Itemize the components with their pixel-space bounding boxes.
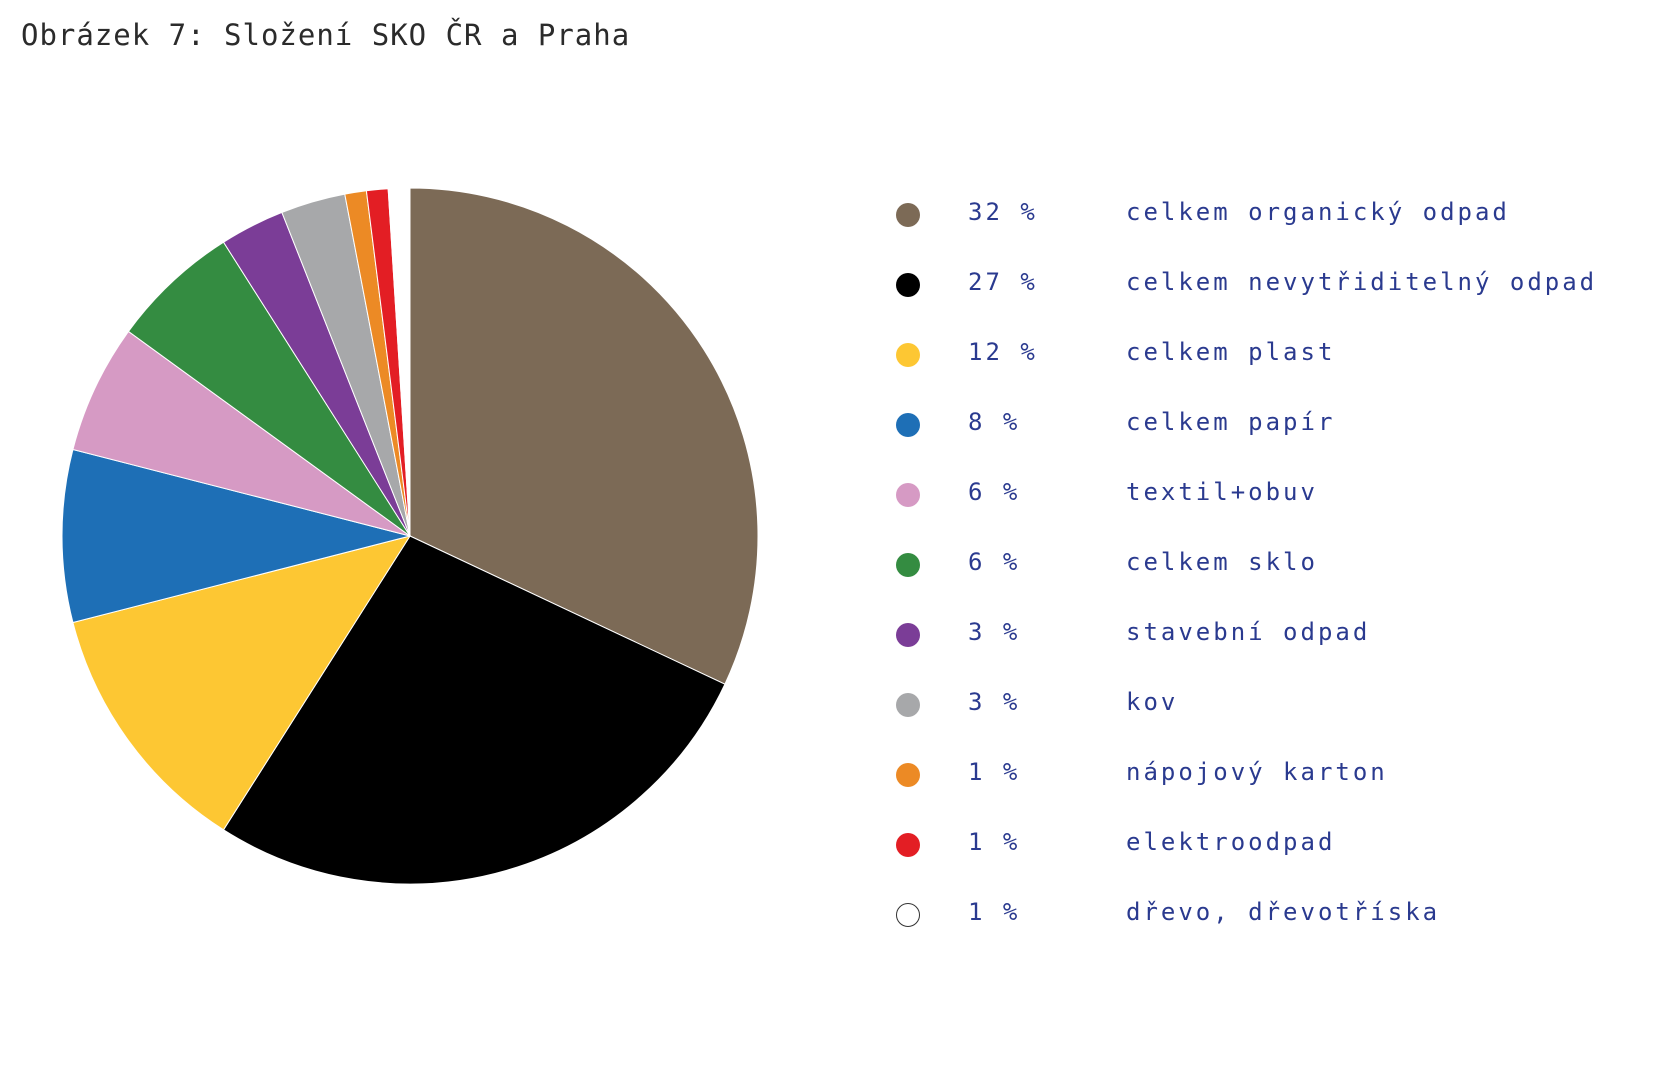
legend-label: celkem organický odpad (1126, 198, 1510, 226)
legend-label: stavební odpad (1126, 618, 1371, 646)
legend-label: celkem nevytřiditelný odpad (1126, 268, 1598, 296)
pie-slices (61, 187, 759, 885)
legend-value: 1 % (968, 758, 1021, 786)
pie-slice (72, 535, 412, 831)
legend-swatch (896, 553, 920, 577)
pie-slice (387, 187, 411, 537)
legend-value: 6 % (968, 478, 1021, 506)
legend-label: nápojový karton (1126, 758, 1388, 786)
legend-value: 12 % (968, 338, 1038, 366)
pie-slice (61, 448, 411, 624)
legend-swatch (896, 413, 920, 437)
pie-slice (127, 241, 411, 537)
legend-label: dřevo, dřevotříska (1126, 898, 1441, 926)
legend-swatch (896, 763, 920, 787)
legend-value: 6 % (968, 548, 1021, 576)
legend-label: elektroodpad (1126, 828, 1336, 856)
legend-value: 1 % (968, 828, 1021, 856)
pie-chart (61, 187, 759, 885)
legend-swatch (896, 343, 920, 367)
legend-value: 1 % (968, 898, 1021, 926)
legend-value: 3 % (968, 688, 1021, 716)
legend-swatch (896, 903, 920, 927)
legend-label: celkem papír (1126, 408, 1336, 436)
legend-swatch (896, 833, 920, 857)
legend-value: 3 % (968, 618, 1021, 646)
legend-swatch (896, 623, 920, 647)
legend-swatch (896, 483, 920, 507)
legend-label: celkem plast (1126, 338, 1336, 366)
legend-swatch (896, 203, 920, 227)
legend-label: celkem sklo (1126, 548, 1318, 576)
legend-value: 32 % (968, 198, 1038, 226)
pie-slice (409, 187, 759, 685)
figure-title: Obrázek 7: Složení SKO ČR a Praha (21, 18, 631, 52)
pie-slice (72, 330, 411, 537)
pie-slice (222, 535, 726, 885)
legend-value: 27 % (968, 268, 1038, 296)
legend-label: textil+obuv (1126, 478, 1318, 506)
legend-label: kov (1126, 688, 1179, 716)
legend-value: 8 % (968, 408, 1021, 436)
legend-swatch (896, 693, 920, 717)
legend-swatch (896, 273, 920, 297)
